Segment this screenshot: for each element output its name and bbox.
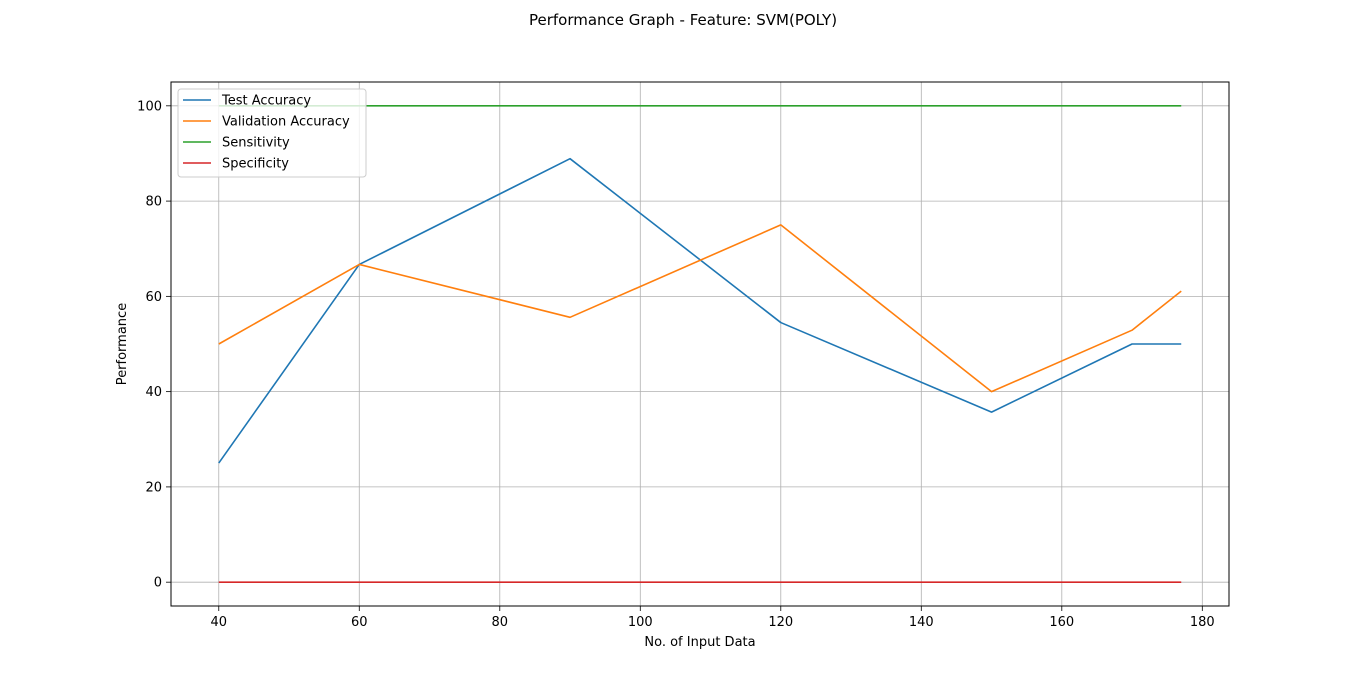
- x-axis-label: No. of Input Data: [644, 635, 755, 650]
- legend-label-validation-accuracy: Validation Accuracy: [222, 115, 350, 130]
- y-tick-label: 0: [154, 576, 162, 591]
- x-tick-label: 160: [1049, 615, 1074, 630]
- y-tick-label: 20: [145, 480, 162, 495]
- y-axis-ticks: 0 20 40 60 80 100: [137, 99, 171, 591]
- y-tick-label: 60: [145, 290, 162, 305]
- x-tick-label: 140: [909, 615, 934, 630]
- y-tick-label: 40: [145, 385, 162, 400]
- x-axis-ticks: 40 60 80 100 120 140 160 180: [210, 606, 1215, 630]
- legend-label-sensitivity: Sensitivity: [222, 136, 290, 151]
- y-axis-label: Performance: [115, 303, 130, 385]
- plot-area-frame: [170, 81, 1230, 607]
- x-tick-label: 80: [492, 615, 509, 630]
- y-tick-label: 100: [137, 99, 162, 114]
- x-tick-label: 180: [1190, 615, 1215, 630]
- x-tick-label: 60: [351, 615, 368, 630]
- x-tick-label: 100: [628, 615, 653, 630]
- chart-title: Performance Graph - Feature: SVM(POLY): [529, 11, 837, 29]
- series-line-test-accuracy: [218, 157, 1182, 464]
- legend-box: [177, 88, 367, 178]
- legend: Test Accuracy Validation Accuracy Sensitiv…: [177, 88, 367, 178]
- y-tick-label: 80: [145, 195, 162, 210]
- x-tick-label: 40: [210, 615, 227, 630]
- x-tick-label: 120: [768, 615, 793, 630]
- series-line-validation-accuracy: [218, 224, 1182, 393]
- legend-label-test-accuracy: Test Accuracy: [221, 94, 311, 109]
- legend-label-specificity: Specificity: [222, 157, 289, 172]
